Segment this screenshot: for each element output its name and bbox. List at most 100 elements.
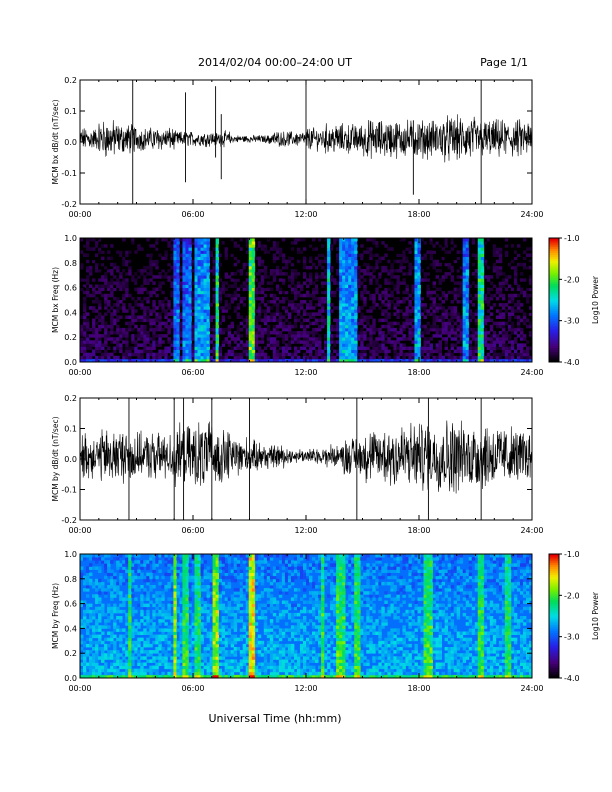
- spectrogram-cell: [164, 355, 168, 360]
- spectrogram-cell: [471, 358, 476, 363]
- spectrogram-cell: [260, 244, 265, 248]
- spectrogram-cell: [426, 265, 430, 270]
- spectrogram-cell: [122, 609, 126, 614]
- spectrogram-cell: [215, 278, 220, 282]
- spectrogram-cell: [438, 269, 442, 273]
- spectrogram-cell: [420, 346, 424, 350]
- spectrogram-cell: [167, 625, 171, 629]
- spectrogram-cell: [498, 358, 503, 363]
- spectrogram-cell: [155, 668, 159, 673]
- spectrogram-cell: [516, 262, 521, 267]
- spectrogram-cell: [501, 306, 506, 310]
- spectrogram-cell: [342, 343, 346, 347]
- spectrogram-cell: [134, 300, 138, 304]
- spectrogram-cell: [501, 346, 506, 350]
- spectrogram-cell: [230, 321, 235, 326]
- spectrogram-cell: [290, 259, 295, 264]
- spectrogram-cell: [516, 309, 521, 313]
- spectrogram-cell: [468, 293, 473, 298]
- spectrogram-cell: [456, 287, 461, 292]
- spectrogram-cell: [254, 281, 259, 285]
- spectrogram-cell: [98, 674, 102, 679]
- spectrogram-cell: [432, 334, 436, 338]
- spectrogram-cell: [110, 597, 114, 601]
- spectrogram-cell: [101, 250, 105, 254]
- spectrogram-cell: [372, 352, 376, 357]
- spectrogram-cell: [218, 331, 223, 335]
- spectrogram-cell: [357, 253, 361, 257]
- spectrogram-cell: [86, 653, 90, 657]
- spectrogram-cell: [459, 352, 464, 357]
- spectrogram-cell: [206, 253, 210, 257]
- spectrogram-cell: [266, 315, 271, 319]
- spectrogram-cell: [167, 340, 171, 344]
- spectrogram-cell: [450, 337, 455, 341]
- spectrogram-cell: [399, 346, 403, 350]
- spectrogram-cell: [414, 296, 418, 301]
- spectrogram-cell: [110, 591, 114, 595]
- spectrogram-cell: [302, 358, 307, 363]
- spectrogram-cell: [510, 346, 515, 350]
- spectrogram-cell: [351, 324, 355, 329]
- spectrogram-cell: [236, 334, 241, 338]
- spectrogram-cell: [474, 244, 479, 248]
- spectrogram-cell: [254, 296, 259, 301]
- spectrogram-cell: [378, 327, 382, 332]
- spectrogram-cell: [462, 272, 467, 276]
- spectrogram-cell: [522, 349, 527, 354]
- spectrogram-cell: [134, 671, 138, 676]
- spectrogram-cell: [236, 337, 241, 341]
- spectrogram-cell: [345, 272, 349, 276]
- spectrogram-cell: [483, 355, 488, 360]
- spectrogram-cell: [176, 287, 180, 292]
- spectrogram-cell: [360, 256, 364, 261]
- spectrogram-cell: [104, 662, 108, 666]
- spectrogram-cell: [390, 259, 394, 264]
- spectrogram-cell: [309, 321, 313, 326]
- spectrogram-cell: [83, 600, 87, 604]
- spectrogram-cell: [339, 281, 343, 285]
- spectrogram-cell: [348, 278, 352, 282]
- spectrogram-cell: [513, 278, 518, 282]
- spectrogram-cell: [306, 331, 310, 335]
- spectrogram-cell: [435, 259, 439, 264]
- spectrogram-cell: [104, 300, 108, 304]
- spectrogram-cell: [390, 269, 394, 273]
- spectrogram-cell: [378, 296, 382, 301]
- spectrogram-cell: [203, 284, 207, 288]
- spectrogram-cell: [191, 343, 195, 347]
- spectrogram-cell: [95, 650, 99, 654]
- spectrogram-cell: [149, 346, 153, 350]
- spectrogram-cell: [306, 284, 310, 288]
- spectrogram-cell: [414, 247, 418, 251]
- spectrogram-cell: [98, 625, 102, 629]
- spectrogram-cell: [182, 296, 186, 301]
- spectrogram-cell: [167, 585, 171, 589]
- spectrogram-cell: [480, 272, 485, 276]
- spectrogram-cell: [173, 253, 177, 257]
- spectrogram-cell: [266, 306, 271, 310]
- spectrogram-cell: [113, 650, 117, 654]
- spectrogram-cell: [110, 674, 114, 679]
- spectrogram-cell: [453, 281, 458, 285]
- spectrogram-cell: [200, 259, 204, 264]
- spectrogram-cell: [281, 349, 286, 354]
- spectrogram-cell: [302, 238, 307, 242]
- spectrogram-cell: [351, 306, 355, 310]
- spectrogram-cell: [158, 327, 162, 332]
- spectrogram-cell: [185, 352, 189, 357]
- spectrogram-cell: [203, 244, 207, 248]
- colorbar-segment: [549, 269, 559, 272]
- spectrogram-cell: [293, 269, 298, 273]
- spectrogram-cell: [158, 609, 162, 614]
- spectrogram-cell: [525, 247, 530, 251]
- spectrogram-cell: [327, 244, 331, 248]
- spectrogram-cell: [372, 355, 376, 360]
- spectrogram-cell: [149, 318, 153, 323]
- spectrogram-cell: [149, 634, 153, 639]
- spectrogram-cell: [411, 324, 415, 329]
- spectrogram-cell: [489, 281, 494, 285]
- spectrogram-cell: [137, 334, 141, 338]
- spectrogram-cell: [384, 309, 388, 313]
- spectrogram-cell: [459, 324, 464, 329]
